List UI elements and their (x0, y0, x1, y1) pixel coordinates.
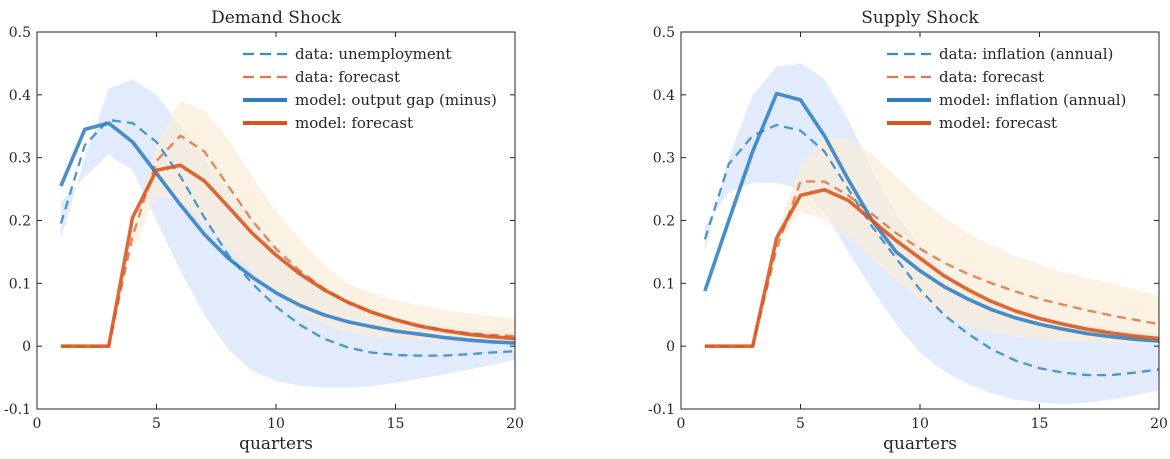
legend-label: data: unemployment (295, 45, 451, 63)
legend-label: data: inflation (annual) (939, 45, 1113, 63)
legend-label: model: forecast (295, 114, 413, 132)
y-tick-label: 0.5 (9, 25, 31, 41)
x-tick-label: 20 (1150, 416, 1168, 432)
y-tick-label: 0.1 (9, 276, 31, 292)
y-tick-label: 0.3 (653, 151, 675, 167)
x-tick-label: 0 (33, 416, 42, 432)
y-tick-label: 0.4 (9, 88, 31, 104)
confidence-band-2 (132, 101, 515, 343)
series-line-data-unemployment (59, 118, 515, 357)
series-line-data-inflation-annual- (703, 123, 1159, 377)
y-tick-label: 0.1 (653, 276, 675, 292)
chart-title: Supply Shock (861, 8, 979, 28)
series-line-model-output-gap-minus- (59, 121, 515, 345)
x-tick-label: 15 (387, 416, 405, 432)
chart-title: Demand Shock (211, 8, 342, 28)
legend-label: model: forecast (939, 114, 1057, 132)
y-tick-label: -0.1 (4, 402, 31, 418)
confidence-band-2 (776, 138, 1159, 345)
x-tick-label: 5 (152, 416, 161, 432)
legend: data: inflation (annual) data: forecast mo… (887, 45, 1126, 132)
x-tick-label: 10 (911, 416, 929, 432)
y-tick-label: -0.1 (648, 402, 675, 418)
x-tick-label: 0 (677, 416, 686, 432)
plot-area (703, 63, 1159, 405)
legend-label: model: output gap (minus) (295, 91, 497, 109)
series-line-data-forecast (60, 134, 515, 348)
x-axis-label: quarters (239, 434, 313, 454)
plot-area (59, 79, 515, 388)
y-tick-label: 0.4 (653, 88, 675, 104)
y-tick-label: 0.3 (9, 151, 31, 167)
series-line-model-inflation-annual- (703, 91, 1159, 343)
legend-label: data: forecast (939, 68, 1044, 86)
x-tick-label: 15 (1031, 416, 1049, 432)
series-line-model-forecast (60, 163, 515, 349)
y-tick-label: 0.2 (653, 214, 675, 230)
x-tick-label: 20 (506, 416, 524, 432)
x-tick-label: 5 (796, 416, 805, 432)
y-tick-label: 0 (22, 339, 31, 355)
legend-label: model: inflation (annual) (939, 91, 1126, 109)
legend: data: unemployment data: forecast model: o… (243, 45, 497, 132)
x-axis-label: quarters (883, 434, 957, 454)
legend-label: data: forecast (295, 68, 400, 86)
y-tick-label: 0.5 (653, 25, 675, 41)
y-tick-label: 0.2 (9, 214, 31, 230)
series-line-model-forecast (704, 187, 1159, 349)
y-tick-label: 0 (666, 339, 675, 355)
x-tick-label: 10 (267, 416, 285, 432)
